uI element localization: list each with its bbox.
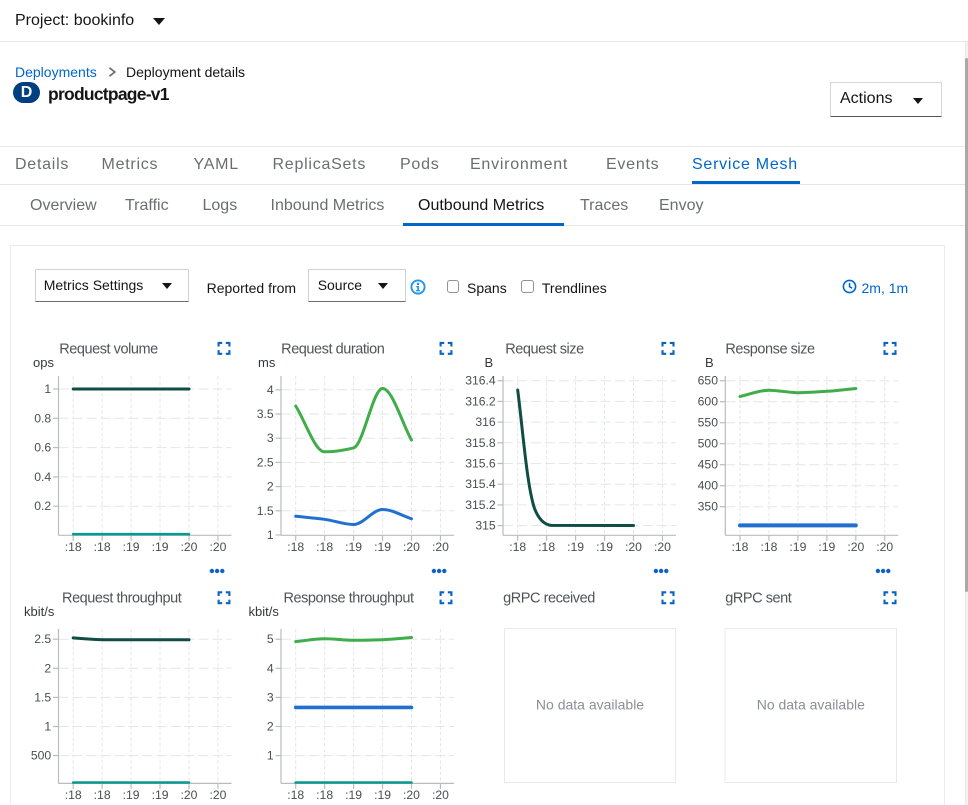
svg-text:ops: ops — [33, 355, 54, 370]
svg-text:0.4: 0.4 — [34, 470, 51, 484]
svg-text:316: 316 — [475, 415, 496, 429]
svg-text:4: 4 — [267, 661, 274, 675]
svg-text:2.5: 2.5 — [34, 632, 51, 646]
svg-text:Request volume: Request volume — [59, 341, 158, 357]
svg-text::20: :20 — [181, 788, 198, 802]
svg-text:No data available: No data available — [757, 697, 865, 713]
svg-text:B: B — [485, 355, 494, 370]
svg-text::20: :20 — [432, 788, 449, 802]
svg-text:Request size: Request size — [505, 341, 584, 357]
svg-text::20: :20 — [432, 540, 449, 554]
svg-text::18: :18 — [65, 540, 82, 554]
svg-text:1.5: 1.5 — [34, 690, 51, 704]
svg-text::18: :18 — [509, 540, 526, 554]
svg-text::19: :19 — [123, 788, 140, 802]
svg-text::19: :19 — [123, 540, 140, 554]
svg-text::18: :18 — [760, 540, 777, 554]
svg-text::19: :19 — [596, 540, 613, 554]
svg-text:1: 1 — [44, 720, 51, 734]
svg-text:0.8: 0.8 — [34, 411, 51, 425]
svg-text:400: 400 — [698, 479, 719, 493]
svg-text:0.6: 0.6 — [34, 441, 51, 455]
svg-text:500: 500 — [31, 749, 52, 763]
svg-text::19: :19 — [374, 540, 391, 554]
svg-text::18: :18 — [94, 540, 111, 554]
svg-text:Response throughput: Response throughput — [283, 590, 414, 606]
svg-text:2: 2 — [267, 720, 274, 734]
svg-text::18: :18 — [287, 540, 304, 554]
svg-text::18: :18 — [94, 788, 111, 802]
svg-text:315.4: 315.4 — [465, 477, 496, 491]
svg-text:gRPC received: gRPC received — [503, 590, 595, 606]
svg-text::19: :19 — [374, 788, 391, 802]
svg-text:315: 315 — [475, 519, 496, 533]
svg-text:1: 1 — [44, 382, 51, 396]
svg-text:1: 1 — [267, 528, 274, 542]
svg-text::20: :20 — [876, 540, 893, 554]
svg-text:3: 3 — [267, 431, 274, 445]
svg-text::18: :18 — [287, 788, 304, 802]
svg-text:No data available: No data available — [536, 697, 644, 713]
svg-text:2: 2 — [267, 480, 274, 494]
svg-text::20: :20 — [181, 540, 198, 554]
svg-text::20: :20 — [209, 540, 226, 554]
svg-text:Request duration: Request duration — [281, 341, 385, 357]
svg-text:550: 550 — [698, 416, 719, 430]
svg-text:500: 500 — [698, 437, 719, 451]
svg-text:316.4: 316.4 — [465, 374, 496, 388]
svg-text:0.2: 0.2 — [34, 499, 51, 513]
svg-text:315.6: 315.6 — [465, 457, 496, 471]
svg-text::19: :19 — [152, 788, 169, 802]
svg-text:450: 450 — [698, 458, 719, 472]
svg-text:600: 600 — [698, 395, 719, 409]
svg-text:650: 650 — [698, 374, 719, 388]
svg-text:2: 2 — [44, 661, 51, 675]
svg-text::19: :19 — [345, 540, 362, 554]
svg-text:Response size: Response size — [725, 341, 815, 357]
svg-text:350: 350 — [698, 500, 719, 514]
svg-text:315.2: 315.2 — [465, 498, 496, 512]
svg-text::19: :19 — [567, 540, 584, 554]
svg-text:4: 4 — [267, 383, 274, 397]
svg-text::20: :20 — [654, 540, 671, 554]
svg-text:1.5: 1.5 — [257, 504, 274, 518]
svg-text::19: :19 — [152, 540, 169, 554]
svg-text::18: :18 — [538, 540, 555, 554]
svg-text:kbit/s: kbit/s — [24, 604, 55, 619]
svg-text:kbit/s: kbit/s — [249, 604, 280, 619]
svg-text::19: :19 — [345, 788, 362, 802]
svg-text:3.5: 3.5 — [257, 407, 274, 421]
svg-text::20: :20 — [403, 540, 420, 554]
svg-text::18: :18 — [732, 540, 749, 554]
svg-text::19: :19 — [789, 540, 806, 554]
svg-text:2.5: 2.5 — [257, 455, 274, 469]
svg-text::20: :20 — [847, 540, 864, 554]
svg-text::19: :19 — [818, 540, 835, 554]
svg-text:1: 1 — [267, 749, 274, 763]
svg-text::18: :18 — [316, 788, 333, 802]
svg-text::18: :18 — [65, 788, 82, 802]
svg-text::20: :20 — [625, 540, 642, 554]
svg-text::18: :18 — [316, 540, 333, 554]
svg-text:316.2: 316.2 — [465, 394, 496, 408]
svg-text::20: :20 — [209, 788, 226, 802]
svg-text:315.8: 315.8 — [465, 436, 496, 450]
svg-text:3: 3 — [267, 690, 274, 704]
svg-text:B: B — [705, 355, 714, 370]
svg-text:5: 5 — [267, 632, 274, 646]
svg-text:ms: ms — [258, 355, 276, 370]
svg-text::20: :20 — [403, 788, 420, 802]
svg-text:gRPC sent: gRPC sent — [725, 590, 791, 606]
svg-text:Request throughput: Request throughput — [62, 590, 182, 606]
